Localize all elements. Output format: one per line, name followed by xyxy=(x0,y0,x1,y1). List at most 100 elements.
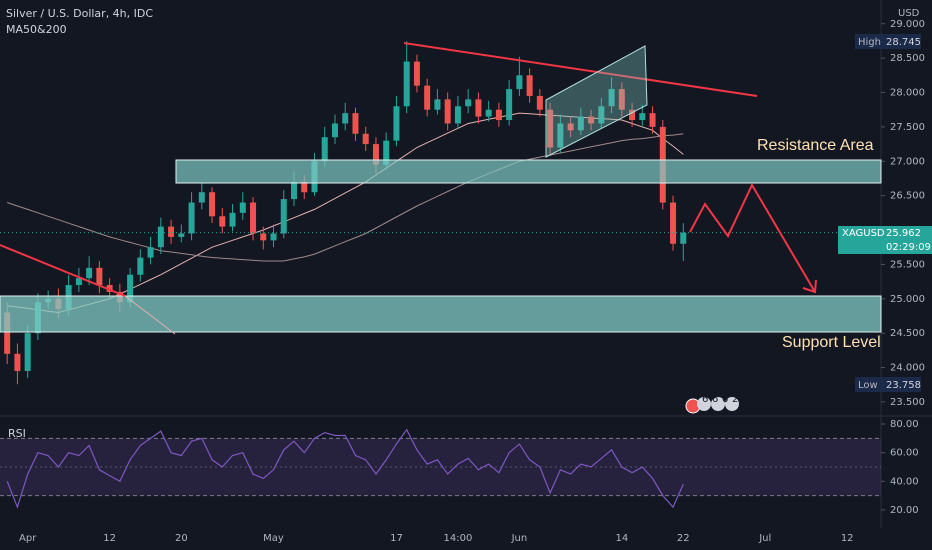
event-count: 6 xyxy=(712,394,718,405)
candle-body xyxy=(86,267,93,279)
candle-body xyxy=(301,181,308,193)
chart-title: Silver / U.S. Dollar, 4h, IDC xyxy=(6,7,153,20)
event-count: 2 xyxy=(732,394,738,405)
y-tick-label: 20.00 xyxy=(890,505,919,516)
drawings xyxy=(0,42,882,335)
candle-body xyxy=(516,75,523,90)
x-tick-label: May xyxy=(263,533,284,544)
low-box xyxy=(855,377,921,392)
candle-body xyxy=(219,216,226,227)
candle-body xyxy=(413,61,420,86)
candle-body xyxy=(75,278,82,286)
candle-body xyxy=(137,257,144,275)
rsi-line xyxy=(6,428,684,509)
candle-body xyxy=(567,123,574,131)
last-price: 25.962 xyxy=(886,228,921,239)
candle-body xyxy=(618,89,625,110)
x-tick-label: 17 xyxy=(390,533,403,544)
candle-body xyxy=(321,137,328,162)
x-tick-label: 12 xyxy=(103,533,116,544)
annotation: Resistance Area xyxy=(757,137,874,154)
y-tick-label: 28.500 xyxy=(890,53,925,64)
marks: 23.50024.00024.50025.00025.50026.00026.5… xyxy=(0,19,925,544)
candle-body xyxy=(372,144,379,165)
candle-body xyxy=(465,99,472,107)
events: 6 6 6 2 xyxy=(685,394,739,414)
trend-line xyxy=(403,42,758,97)
candle-body xyxy=(485,109,492,117)
candle-body xyxy=(680,232,687,244)
high-box xyxy=(855,34,921,49)
candle-body xyxy=(608,89,615,107)
candle-body xyxy=(495,109,502,121)
annotation: Support Level xyxy=(782,334,881,351)
moving-average xyxy=(7,133,684,262)
channel xyxy=(545,45,648,158)
x-tick-label: Jul xyxy=(758,533,771,544)
candle-body xyxy=(250,202,257,234)
candle-body xyxy=(434,99,441,110)
candle-body xyxy=(14,353,21,371)
y-tick-label: 24.000 xyxy=(890,363,925,374)
candle-body xyxy=(393,106,400,141)
candle-body xyxy=(209,192,216,217)
y-tick-label: 27.500 xyxy=(890,122,925,133)
candle-body xyxy=(178,233,185,237)
y-tick-label: 40.00 xyxy=(890,476,919,487)
x-tick-label: 14 xyxy=(615,533,628,544)
y-tick-label: 26.500 xyxy=(890,191,925,202)
candle-body xyxy=(577,116,584,131)
y-tick-label: 25.500 xyxy=(890,259,925,270)
low-label: Low xyxy=(858,380,878,391)
trend-line xyxy=(0,244,126,297)
low-value: 23.758 xyxy=(886,380,921,391)
projection xyxy=(689,182,816,293)
event-count: 6 xyxy=(702,394,708,405)
candle-body xyxy=(444,99,451,124)
candle-body xyxy=(424,85,431,110)
candle-body xyxy=(106,285,113,292)
x-tick-label: 12 xyxy=(841,533,854,544)
candle-body xyxy=(24,333,31,371)
candle-body xyxy=(96,267,103,286)
high-label: High xyxy=(858,37,881,48)
candle-body xyxy=(127,274,134,303)
candle-body xyxy=(362,133,369,145)
candle-body xyxy=(536,95,543,110)
y-tick-label: 27.000 xyxy=(890,156,925,167)
candle-body xyxy=(598,106,605,124)
price-box xyxy=(838,226,932,254)
candle-body xyxy=(260,233,267,241)
candle-body xyxy=(629,109,636,121)
candle-body xyxy=(352,113,359,134)
candle-body xyxy=(383,140,390,165)
candle-body xyxy=(291,181,298,200)
candle-body xyxy=(157,226,164,248)
indicator-label: MA50&200 xyxy=(6,23,67,36)
candle-body xyxy=(526,75,533,96)
candle-body xyxy=(547,109,554,148)
x-tick-label: Apr xyxy=(19,533,37,544)
candle-body xyxy=(639,113,646,121)
x-tick-label: 20 xyxy=(175,533,188,544)
y-tick-label: 80.00 xyxy=(890,419,919,430)
candle-body xyxy=(454,106,461,124)
y-tick-label: 23.500 xyxy=(890,397,925,408)
candle-body xyxy=(168,226,175,237)
y-tick-label: 24.500 xyxy=(890,328,925,339)
candle-body xyxy=(588,116,595,124)
event-icon xyxy=(711,397,725,411)
currency: USD xyxy=(898,8,920,19)
high-value: 28.745 xyxy=(886,37,921,48)
y-tick-label: 29.000 xyxy=(890,19,925,30)
candle-body xyxy=(147,247,154,258)
countdown: 02:29:09 xyxy=(886,242,931,253)
x-tick-label: 22 xyxy=(677,533,690,544)
x-tick-label: 14:00 xyxy=(444,533,473,544)
candle-body xyxy=(229,212,236,227)
event-icon xyxy=(697,397,711,411)
candle-body xyxy=(649,113,656,127)
